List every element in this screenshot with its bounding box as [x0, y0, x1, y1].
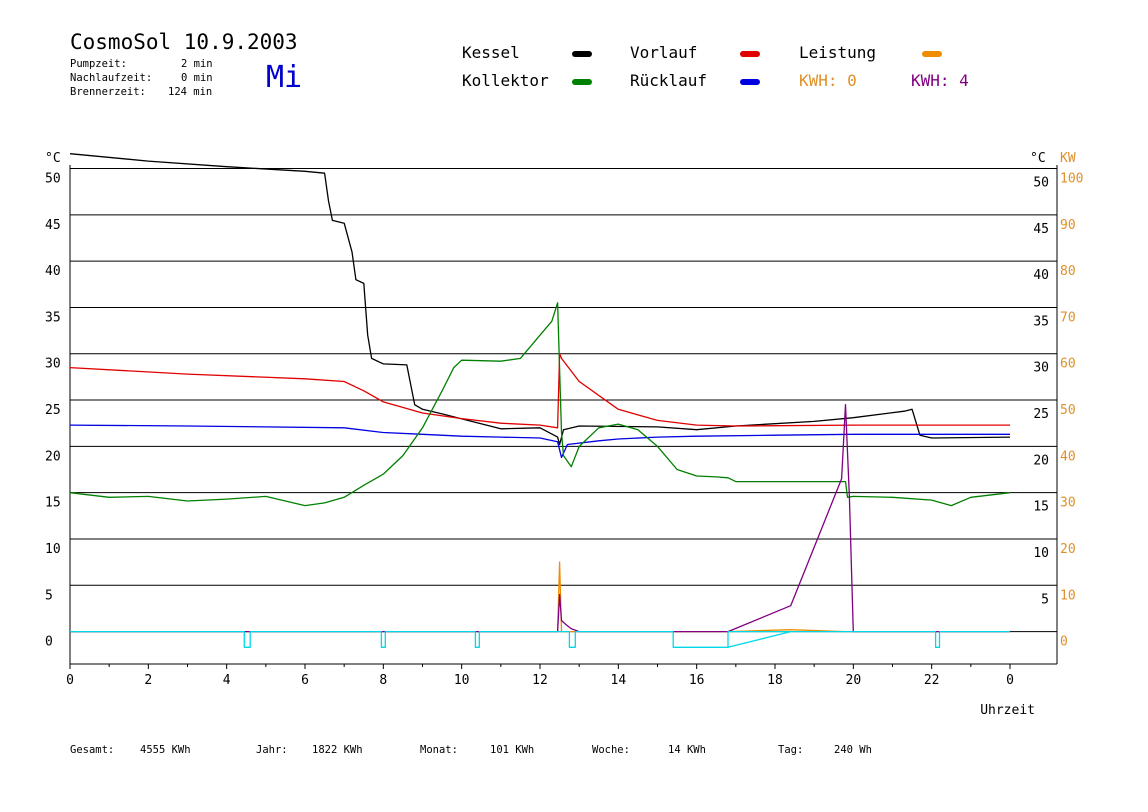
footer-woche-label: Woche:: [592, 744, 630, 756]
x-tick-9: 18: [767, 673, 783, 688]
info-brennerzeit-value: 124 min: [168, 86, 213, 98]
y-left-tick-45: 45: [45, 218, 61, 233]
y-kw-tick-30: 30: [1060, 496, 1076, 511]
y-right-unit-kw: KW: [1060, 151, 1076, 166]
series-line-kessel: [69, 153, 1011, 446]
info-pumpzeit-value: 2 min: [181, 58, 213, 70]
y-right-tick-35: 35: [1033, 314, 1049, 329]
y-right-unit-c: °C: [1030, 151, 1046, 166]
series-line-kwh_purple: [70, 404, 1010, 633]
y-kw-tick-40: 40: [1060, 449, 1076, 464]
y-kw-tick-80: 80: [1060, 264, 1076, 279]
footer-gesamt-label: Gesamt:: [70, 744, 115, 756]
x-tick-11: 22: [924, 673, 940, 688]
x-tick-6: 12: [532, 673, 548, 688]
page-title: CosmoSol 10.9.2003: [70, 30, 298, 54]
legend-leistung-swatch: [922, 51, 942, 57]
x-axis-label: Uhrzeit: [980, 703, 1035, 718]
x-tick-4: 8: [379, 673, 387, 688]
x-tick-10: 20: [846, 673, 862, 688]
weekday-label: Mi: [266, 60, 303, 95]
x-tick-8: 16: [689, 673, 705, 688]
x-tick-7: 14: [611, 673, 627, 688]
series-line-pump: [70, 630, 1010, 648]
y-kw-tick-90: 90: [1060, 218, 1076, 233]
x-tick-0: 0: [66, 673, 74, 688]
y-left-unit: °C: [45, 151, 61, 166]
x-tick-2: 4: [223, 673, 231, 688]
y-right-tick-5: 5: [1041, 592, 1049, 607]
y-right-tick-20: 20: [1033, 453, 1049, 468]
legend-ruecklauf-swatch: [740, 79, 760, 85]
legend-kollektor-swatch: [572, 79, 592, 85]
series-line-kollektor: [69, 302, 1011, 507]
legend-leistung-label: Leistung: [799, 43, 877, 62]
y-kw-tick-20: 20: [1060, 542, 1076, 557]
y-left-tick-10: 10: [45, 542, 61, 557]
y-right-tick-10: 10: [1033, 546, 1049, 561]
y-right-tick-45: 45: [1033, 222, 1049, 237]
y-kw-tick-50: 50: [1060, 403, 1076, 418]
info-nachlaufzeit-label: Nachlaufzeit:: [70, 72, 153, 84]
y-left-tick-35: 35: [45, 310, 61, 325]
y-left-tick-25: 25: [45, 403, 61, 418]
series-line-leistung: [70, 561, 1010, 633]
footer-gesamt-value: 4555 KWh: [140, 744, 191, 756]
legend-vorlauf-label: Vorlauf: [630, 43, 698, 62]
y-left-tick-15: 15: [45, 496, 61, 511]
y-right-tick-40: 40: [1033, 268, 1049, 283]
y-kw-tick-70: 70: [1060, 310, 1076, 325]
y-left-tick-0: 0: [45, 635, 53, 650]
y-right-tick-50: 50: [1033, 176, 1049, 191]
y-left-tick-5: 5: [45, 588, 53, 603]
y-kw-tick-10: 10: [1060, 588, 1076, 603]
footer-jahr-label: Jahr:: [256, 744, 288, 756]
y-right-tick-30: 30: [1033, 361, 1049, 376]
y-right-tick-25: 25: [1033, 407, 1049, 422]
legend-vorlauf-swatch: [740, 51, 760, 57]
footer-woche-value: 14 KWh: [668, 744, 706, 756]
y-left-tick-30: 30: [45, 357, 61, 372]
info-brennerzeit-label: Brennerzeit:: [70, 86, 146, 98]
y-left-tick-50: 50: [45, 172, 61, 187]
y-left-tick-40: 40: [45, 264, 61, 279]
y-right-tick-15: 15: [1033, 500, 1049, 515]
footer-tag-value: 240 Wh: [834, 744, 872, 756]
footer-jahr-value: 1822 KWh: [312, 744, 363, 756]
x-tick-12: 0: [1006, 673, 1014, 688]
footer-monat-label: Monat:: [420, 744, 458, 756]
series-line-ruecklauf: [69, 424, 1010, 459]
info-nachlaufzeit-value: 0 min: [181, 72, 213, 84]
y-kw-tick-0: 0: [1060, 635, 1068, 650]
x-tick-3: 6: [301, 673, 309, 688]
legend-kessel-swatch: [572, 51, 592, 57]
y-kw-tick-60: 60: [1060, 357, 1076, 372]
footer-monat-value: 101 KWh: [490, 744, 535, 756]
y-left-tick-20: 20: [45, 449, 61, 464]
legend-kessel-label: Kessel: [462, 43, 520, 62]
legend-kollektor-label: Kollektor: [462, 71, 549, 90]
y-kw-tick-100: 100: [1060, 172, 1083, 187]
legend-kwh-orange: KWH: 0: [799, 71, 857, 90]
x-tick-5: 10: [454, 673, 470, 688]
info-pumpzeit-label: Pumpzeit:: [70, 58, 127, 70]
series-line-vorlauf: [69, 353, 1010, 429]
legend-ruecklauf-label: Rücklauf: [630, 71, 708, 90]
legend-kwh-purple: KWH: 4: [911, 71, 969, 90]
footer-tag-label: Tag:: [778, 744, 804, 756]
x-tick-1: 2: [144, 673, 152, 688]
